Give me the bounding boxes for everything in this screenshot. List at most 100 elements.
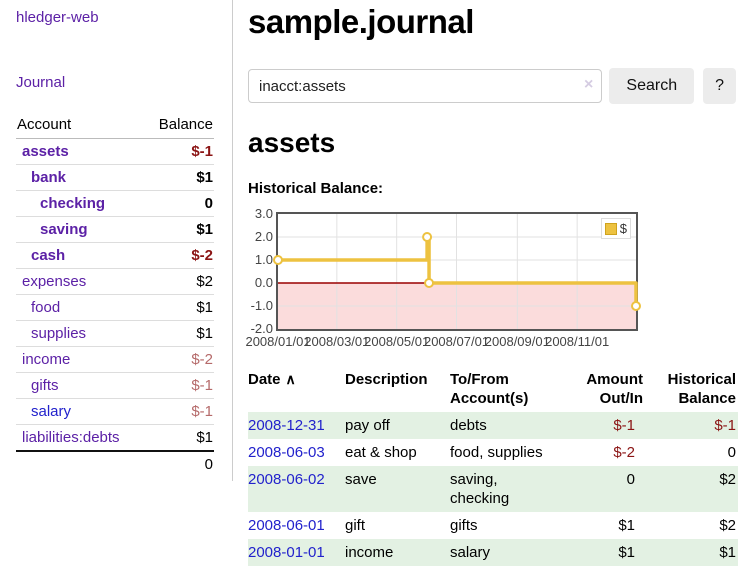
search-input[interactable] — [248, 69, 603, 103]
transaction-accounts: saving, checking — [450, 471, 510, 507]
account-row: gifts $-1 — [16, 372, 214, 399]
help-button[interactable]: ? — [703, 68, 736, 104]
account-balance: $-1 — [144, 398, 214, 425]
x-axis-tick-label: 2008/07/01 — [423, 334, 490, 349]
data-point-marker — [424, 278, 435, 288]
transaction-description: gift — [345, 517, 366, 534]
account-balance: $-2 — [144, 242, 214, 269]
transaction-balance: $1 — [719, 544, 736, 561]
transaction-balance: $2 — [719, 471, 736, 488]
transaction-accounts: food, supplies — [450, 444, 543, 461]
account-row: assets $-1 — [16, 138, 214, 165]
account-balance: $2 — [144, 268, 214, 295]
chart-title: Historical Balance: — [248, 180, 384, 197]
register-header-accounts: To/From Account(s) — [450, 371, 529, 407]
account-row: food $1 — [16, 294, 214, 321]
sort-asc-icon: ∧ — [285, 371, 296, 387]
y-axis-tick-label: -1.0 — [250, 298, 273, 313]
register-header-amount: Amount Out/In — [586, 371, 643, 407]
chart-plot-area: $ — [273, 212, 641, 331]
account-balance: $-1 — [144, 372, 214, 399]
transaction-amount: $1 — [618, 517, 635, 534]
account-row: saving $1 — [16, 216, 214, 243]
sidebar-account-salary[interactable]: salary — [31, 403, 72, 420]
register-row: 2008-12-31 pay off debts $-1 $-1 — [248, 412, 738, 439]
register-header-date[interactable]: Date ∧ — [248, 371, 296, 388]
account-heading: assets — [248, 127, 336, 158]
transaction-date-link[interactable]: 2008-01-01 — [248, 544, 325, 561]
register-header-balance: Historical Balance — [667, 371, 736, 407]
account-row: supplies $1 — [16, 320, 214, 347]
register-row: 2008-06-02 save saving, checking 0 $2 — [248, 466, 738, 512]
register-header-description: Description — [345, 371, 428, 388]
account-row: bank $1 — [16, 164, 214, 191]
transaction-date-cell: 2008-01-01 — [248, 539, 345, 566]
accounts-header-balance: Balance — [144, 112, 214, 139]
account-row: liabilities:debts $1 — [16, 424, 214, 452]
sidebar: hledger-web Journal Account Balance asse… — [0, 0, 233, 481]
transaction-balance: $2 — [719, 517, 736, 534]
register-table-body: 2008-12-31 pay off debts $-1 $-1 2008-06-03 ea… — [248, 412, 738, 566]
transaction-balance: $-1 — [714, 417, 736, 434]
account-balance: 0 — [144, 190, 214, 217]
clear-search-icon[interactable]: × — [584, 76, 594, 93]
transaction-amount: $-2 — [613, 444, 635, 461]
chart-legend: $ — [600, 218, 631, 239]
search-form: × Search ? — [248, 68, 736, 104]
transaction-amount: $-1 — [613, 417, 635, 434]
account-balance: $1 — [144, 216, 214, 243]
account-balance: $1 — [144, 320, 214, 347]
y-axis-tick-label: 0.0 — [254, 275, 273, 290]
transaction-date-link[interactable]: 2008-12-31 — [248, 417, 325, 434]
transaction-accounts: debts — [450, 417, 487, 434]
register-row: 2008-01-01 income salary $1 $1 — [248, 539, 738, 566]
historical-balance-chart: $ 3.0 2.0 1.0 0.0 -1.0 -2.0 2008/01/01 2008/03… — [245, 206, 736, 350]
main-content: sample.journal × Search ? assets Histori… — [233, 0, 742, 566]
transaction-description: save — [345, 471, 377, 488]
sidebar-item-journal[interactable]: Journal — [16, 74, 66, 91]
account-balance: $-2 — [144, 346, 214, 373]
sidebar-account-checking[interactable]: checking — [40, 195, 106, 212]
transaction-accounts: gifts — [450, 517, 478, 534]
sidebar-account-assets[interactable]: assets — [22, 143, 69, 160]
transaction-description: income — [345, 544, 394, 561]
legend-swatch-icon — [604, 222, 617, 235]
register-row: 2008-06-03 eat & shop food, supplies $-2 0 — [248, 439, 738, 466]
brand-link[interactable]: hledger-web — [16, 9, 99, 26]
transaction-balance: 0 — [727, 444, 736, 461]
search-button[interactable]: Search — [609, 68, 695, 104]
y-axis-tick-label: 3.0 — [254, 206, 273, 221]
sidebar-account-bank[interactable]: bank — [31, 169, 67, 186]
page-title: sample.journal — [248, 3, 474, 40]
accounts-table-body: assets $-1 bank $1 checking 0 saving $1 cash $-2 e… — [16, 138, 214, 477]
transaction-date-cell: 2008-12-31 — [248, 412, 345, 439]
accounts-header-account: Account — [16, 112, 145, 139]
transaction-date-link[interactable]: 2008-06-03 — [248, 444, 325, 461]
x-axis-tick-label: 2008/03/01 — [304, 334, 370, 349]
transaction-date-cell: 2008-06-02 — [248, 466, 345, 512]
account-balance: $1 — [144, 294, 214, 321]
sidebar-account-expenses[interactable]: expenses — [22, 273, 87, 290]
transaction-date-link[interactable]: 2008-06-01 — [248, 517, 325, 534]
accounts-table: Account Balance assets $-1 bank $1 checking 0… — [16, 112, 214, 477]
sidebar-account-income[interactable]: income — [22, 351, 71, 368]
data-point-marker — [422, 232, 433, 242]
y-axis-tick-label: 2.0 — [254, 229, 273, 244]
sidebar-account-cash[interactable]: cash — [31, 247, 66, 264]
chart-svg — [273, 214, 641, 329]
transaction-amount: $1 — [618, 544, 635, 561]
sidebar-account-liabilities-debts[interactable]: liabilities:debts — [22, 429, 120, 446]
y-axis-tick-label: 1.0 — [254, 252, 273, 267]
transaction-date-cell: 2008-06-03 — [248, 439, 345, 466]
sidebar-account-gifts[interactable]: gifts — [31, 377, 59, 394]
sidebar-account-food[interactable]: food — [31, 299, 61, 316]
transaction-date-cell: 2008-06-01 — [248, 512, 345, 539]
transaction-date-link[interactable]: 2008-06-02 — [248, 471, 325, 488]
transaction-description: eat & shop — [345, 444, 417, 461]
account-balance: $-1 — [144, 138, 214, 165]
sidebar-account-saving[interactable]: saving — [40, 221, 88, 238]
y-axis-tick-label: -2.0 — [250, 321, 273, 336]
x-axis-tick-label: 2008/01/01 — [245, 334, 311, 349]
sidebar-account-supplies[interactable]: supplies — [31, 325, 87, 342]
transaction-description: pay off — [345, 417, 390, 434]
